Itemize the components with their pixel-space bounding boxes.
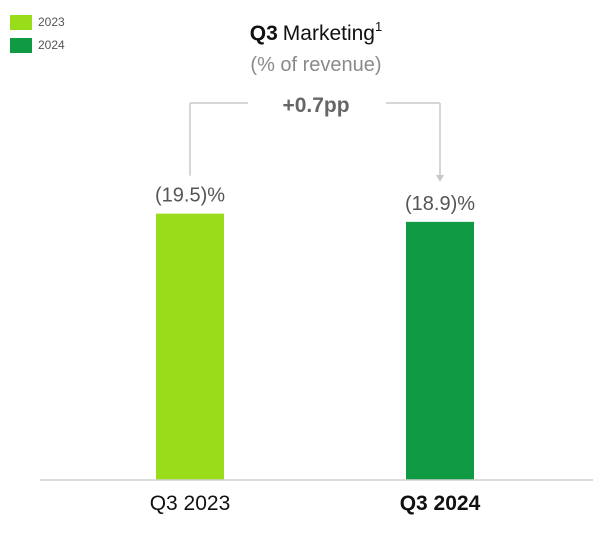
data-label: (19.5)% (155, 185, 225, 207)
category-label: Q3 2023 (150, 492, 231, 515)
legend-label: 2023 (38, 15, 65, 29)
legend-item-2024: 2024 (10, 37, 65, 53)
comparison-bracket (189, 102, 444, 182)
chart-title-text: Marketing (283, 22, 375, 45)
arrow-down-icon (436, 174, 444, 182)
labels: (19.5)% Q3 2023 (18.9)% Q3 2024 (150, 185, 481, 515)
difference-label: +0.7pp (282, 94, 349, 117)
bars (156, 213, 474, 481)
legend-item-2023: 2023 (10, 14, 65, 30)
chart-title: Q3 Marketing1 (250, 19, 382, 45)
legend-swatch (10, 37, 32, 53)
bar-q3-2024 (406, 221, 474, 481)
chart-title-superscript: 1 (375, 19, 382, 34)
data-label: (18.9)% (405, 193, 475, 215)
chart-subtitle: (% of revenue) (250, 54, 381, 76)
category-label: Q3 2024 (400, 492, 481, 515)
bar-q3-2023 (156, 213, 224, 480)
legend-swatch (10, 14, 32, 30)
legend: 2023 2024 (10, 14, 65, 60)
legend-label: 2024 (38, 38, 65, 52)
chart-title-bold: Q3 (250, 22, 278, 45)
